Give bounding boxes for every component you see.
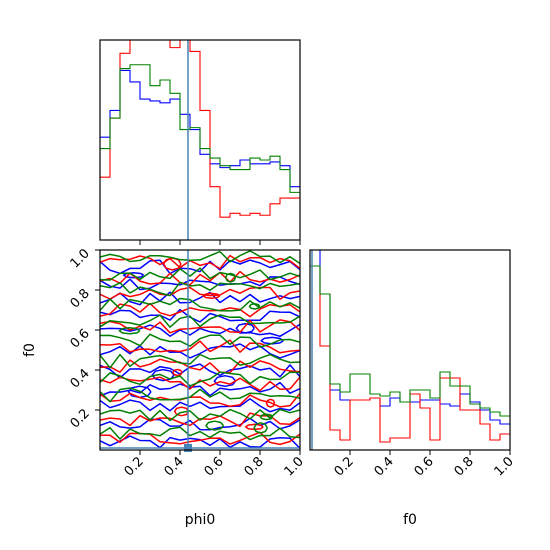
contour-series-1-level-10	[100, 254, 300, 270]
contour-series-1-level-7	[100, 302, 300, 318]
hist2-xtick-label-1: 0.4	[372, 454, 397, 479]
contour-series-0-level-8	[100, 291, 300, 306]
panel-phi0-histogram	[99, 39, 301, 245]
contour-xtick-label-3: 0.8	[242, 454, 267, 479]
contour-series-2-level-10	[100, 250, 300, 265]
contour-series-2-level-7	[100, 297, 300, 312]
contour-series-0-loop-4	[127, 385, 152, 399]
contour-series-2-level-2	[100, 387, 300, 403]
hist2-series-1	[310, 265, 510, 443]
contour-xtick-label-1: 0.4	[162, 454, 187, 479]
contour-series-2-level-3	[100, 371, 300, 387]
contour-series-0-level-7	[100, 308, 300, 323]
xlabel-f0: f0	[403, 512, 417, 528]
ylabel-f0: f0	[22, 343, 38, 357]
contour-ytick-label-1: 0.4	[68, 366, 93, 391]
panel-2d-contour: 0.2 0.4 0.6 0.8 1.0 0.2 0.4 0.6 0.8 1.0 phi0 f0	[22, 246, 307, 528]
hist2-series-2	[310, 265, 510, 417]
contour-ytick-label-4: 1.0	[68, 246, 93, 271]
hist2-xtick-label-4: 1.0	[492, 454, 517, 479]
contour-xtick-label-0: 0.2	[122, 454, 147, 479]
hist1-frame	[99, 39, 301, 241]
contour-series-2-level-8	[100, 281, 300, 297]
contour-series-2-level-0	[100, 426, 300, 441]
hist1-ticks	[139, 240, 301, 245]
hist2-series-group	[310, 250, 510, 443]
contour-series-0-loop-5	[151, 368, 175, 382]
contour-series-2-loop-4	[205, 420, 224, 431]
contour-series-2-level-9	[100, 267, 300, 281]
hist2-series-0	[310, 250, 510, 425]
contour-series-1-loop-2	[202, 292, 221, 299]
contour-series-2-loop-5	[248, 303, 261, 310]
hist2-xtick-label-3: 0.8	[452, 454, 477, 479]
contour-series-0-level-3	[100, 381, 300, 397]
contour-series-0-loop-1	[122, 271, 144, 279]
contour-series-1-level-3	[100, 376, 300, 392]
contour-ytick-label-3: 0.8	[68, 286, 93, 311]
contour-series-1-level-5	[100, 339, 300, 354]
contour-series-0-level-4	[100, 363, 300, 379]
hist1-series-2	[100, 64, 300, 193]
contour-series-1-level-4	[100, 358, 300, 374]
contour-series-2-level-5	[100, 333, 300, 348]
contour-series-2-level-1	[100, 408, 300, 422]
panel-f0-histogram: 0.2 0.4 0.6 0.8 1.0 f0	[309, 249, 517, 528]
contour-series-2-level-4	[100, 353, 300, 369]
contour-series-0-loop-3	[260, 336, 284, 345]
contour-series-1-loop-1	[173, 406, 190, 417]
hist1-series-1	[100, 40, 300, 218]
contour-series-2-loop-0	[259, 413, 274, 421]
contour-series-0-loop-0	[235, 322, 255, 334]
contour-lines	[100, 250, 300, 449]
contour-series-1-level-0	[100, 431, 300, 446]
contour-series-2-loop-1	[253, 422, 268, 434]
contour-truth-point	[184, 444, 192, 452]
contour-series-0-level-2	[100, 398, 300, 413]
contour-series-1-loop-3	[244, 423, 264, 431]
contour-series-2-level-6	[100, 314, 300, 328]
contour-series-1-loop-4	[172, 368, 183, 377]
hist2-ticks: 0.2 0.4 0.6 0.8 1.0	[332, 450, 517, 479]
contour-ytick-label-0: 0.2	[68, 406, 93, 431]
contour-series-0-level-1	[100, 417, 300, 431]
hist2-xtick-label-2: 0.6	[412, 454, 437, 479]
contour-series-0-level-10	[100, 259, 300, 275]
hist2-frame	[309, 249, 511, 451]
contour-xtick-label-2: 0.6	[202, 454, 227, 479]
contour-series-1-loop-0	[265, 398, 276, 408]
contour-frame	[99, 249, 301, 451]
contour-series-0-level-6	[100, 323, 300, 338]
contour-xtick-label-4: 1.0	[282, 454, 307, 479]
hist1-series-group	[100, 40, 300, 218]
contour-series-1-level-8	[100, 286, 300, 301]
contour-ytick-label-2: 0.6	[68, 326, 93, 351]
xlabel-phi0: phi0	[185, 512, 216, 528]
contour-series-2-loop-2	[118, 326, 141, 335]
hist2-xtick-label-0: 0.2	[332, 454, 357, 479]
contour-series-0-loop-2	[213, 374, 237, 388]
contour-series-2-loop-3	[224, 272, 237, 283]
